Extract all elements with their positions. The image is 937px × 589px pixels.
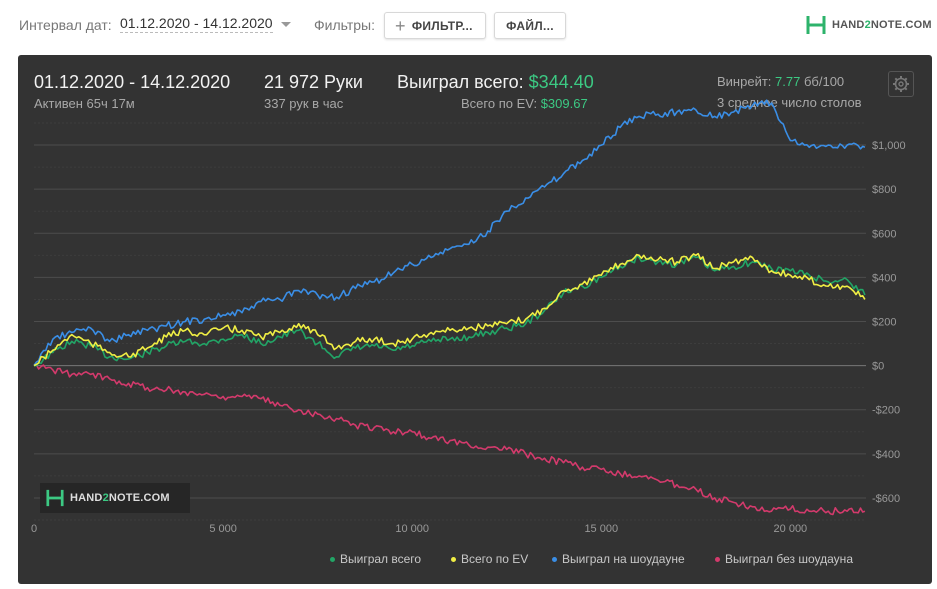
y-tick-label: -$400 [872,449,900,461]
y-tick-label: $800 [872,184,896,196]
hands-count: 21 972 Руки [264,72,363,92]
y-tick-label: $400 [872,272,896,284]
file-button-label: ФАЙЛ... [506,18,554,33]
settings-button[interactable] [888,71,914,97]
series-line-3 [33,364,866,516]
ev-total: Всего по EV: $309.67 [461,96,588,111]
y-tick-label: -$200 [872,405,900,417]
chevron-down-icon[interactable] [281,22,291,27]
x-tick-label: 20 000 [774,523,808,535]
legend-item-non-showdown[interactable]: Выиграл без шоудауна [715,552,853,566]
legend-label: Всего по EV [461,552,529,566]
chart-grid [34,122,866,521]
series-line-0 [34,254,866,367]
watermark-text: HAND2NOTE.COM [70,492,170,504]
won-total: Выиграл всего: $344.40 [397,72,594,92]
winrate: Винрейт: 7.77 бб/100 [717,74,845,89]
filters-label: Фильтры: [314,17,375,33]
y-tick-label: -$600 [872,493,900,505]
y-tick-label: $200 [872,317,896,329]
legend-item-won-total[interactable]: Выиграл всего [330,552,421,566]
date-interval-select[interactable]: 01.12.2020 - 14.12.2020 [120,15,273,33]
legend-dot [330,556,335,562]
hands-per-hour: 337 рук в час [264,96,344,111]
legend-dot [552,556,557,562]
file-button[interactable]: ФАЙЛ... [494,12,566,39]
x-tick-label: 15 000 [584,523,618,535]
legend-dot [715,556,720,562]
avg-tables: 3 среднее число столов [717,95,862,110]
active-time: Активен 65ч 17м [34,96,135,111]
ev-total-value: $309.67 [540,96,588,111]
won-total-value: $344.40 [528,72,594,92]
x-tick-label: 0 [31,523,37,535]
hand2note-logo-icon [806,16,826,34]
plus-icon: + [395,15,406,36]
legend-dot [451,556,456,562]
legend-label: Выиграл всего [340,552,422,566]
filter-button-label: ФИЛЬТР... [411,18,473,33]
hand2note-logo: HAND2NOTE.COM [806,14,932,36]
legend-label: Выиграл на шоудауне [562,552,685,566]
date-interval-label: Интервал дат: [19,17,112,33]
winrate-value: 7.77 [775,74,801,89]
series-line-2 [33,99,866,367]
stats-panel: 01.12.2020 - 14.12.2020 Активен 65ч 17м … [18,55,932,584]
x-axis-ticks: 0 5 000 10 000 15 000 20 000 [31,523,807,535]
toolbar: Интервал дат: 01.12.2020 - 14.12.2020 Фи… [0,0,937,52]
gear-icon [893,76,909,92]
y-tick-label: $600 [872,228,896,240]
y-axis-ticks: $1,000 $800 $600 $400 $200 $0 -$200 -$400 -$600 [872,140,906,505]
filter-button[interactable]: + ФИЛЬТР... [384,12,486,39]
x-tick-label: 5 000 [209,523,237,535]
y-tick-label: $1,000 [872,140,906,152]
logo-text: HAND2NOTE.COM [832,19,932,31]
legend-label: Выиграл без шоудауна [725,552,853,566]
legend-item-showdown[interactable]: Выиграл на шоудауне [552,552,685,566]
hand2note-watermark-icon [46,489,64,507]
x-tick-label: 10 000 [395,523,429,535]
date-range: 01.12.2020 - 14.12.2020 [34,72,231,92]
hand2note-watermark: HAND2NOTE.COM [40,483,190,513]
chart-series [33,99,866,516]
y-tick-label: $0 [872,361,884,373]
legend-item-ev[interactable]: Всего по EV [451,552,528,566]
series-line-1 [33,252,866,367]
profit-chart: $1,000$800$600$400$200$0-$200-$400-$600 … [31,99,906,535]
